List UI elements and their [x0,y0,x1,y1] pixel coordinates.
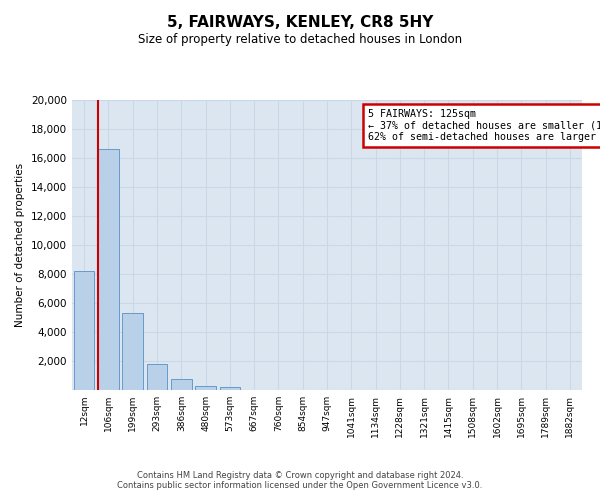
Bar [122,313,143,390]
Text: Size of property relative to detached houses in London: Size of property relative to detached ho… [138,32,462,46]
Text: Contains HM Land Registry data © Crown copyright and database right 2024.
Contai: Contains HM Land Registry data © Crown c… [118,470,482,490]
Bar [171,379,191,390]
Bar [146,364,167,390]
Bar [74,271,94,390]
Bar [220,387,240,390]
Bar [195,386,216,390]
Y-axis label: Number of detached properties: Number of detached properties [16,163,25,327]
Bar [98,150,119,390]
Text: 5, FAIRWAYS, KENLEY, CR8 5HY: 5, FAIRWAYS, KENLEY, CR8 5HY [167,15,433,30]
Text: 5 FAIRWAYS: 125sqm
← 37% of detached houses are smaller (12,340)
62% of semi-det: 5 FAIRWAYS: 125sqm ← 37% of detached hou… [368,108,600,142]
